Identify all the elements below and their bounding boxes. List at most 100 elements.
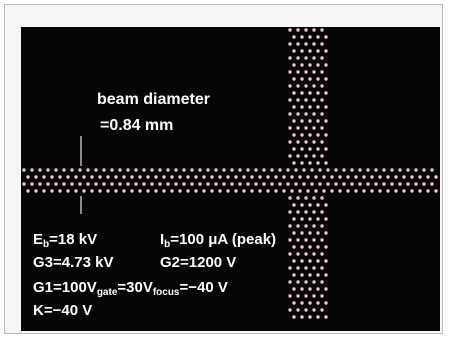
beam-dot	[296, 280, 299, 283]
beam-dot	[304, 294, 307, 297]
beam-dot	[58, 189, 61, 192]
beam-dot	[294, 168, 297, 171]
beam-dot	[210, 175, 213, 178]
beam-dot	[82, 175, 85, 178]
beam-dot	[370, 175, 373, 178]
beam-dot	[316, 49, 319, 52]
beam-dot	[304, 280, 307, 283]
beam-dot	[320, 154, 323, 157]
beam-dot	[304, 140, 307, 143]
beam-dot	[304, 112, 307, 115]
beam-dot	[304, 154, 307, 157]
beam-dot	[316, 259, 319, 262]
beam-dot	[406, 168, 409, 171]
beam-dot	[434, 175, 437, 178]
beam-dot	[46, 182, 49, 185]
beam-dot	[278, 182, 281, 185]
beam-dot	[324, 315, 327, 318]
beam-dot	[250, 175, 253, 178]
beam-dot	[316, 203, 319, 206]
beam-dot	[312, 210, 315, 213]
parameter: Ib=100 μA (peak)	[160, 232, 276, 250]
beam-dot	[198, 168, 201, 171]
beam-dot	[22, 168, 25, 171]
beam-dot	[298, 175, 301, 178]
beam-dot	[326, 168, 329, 171]
beam-dot	[378, 189, 381, 192]
beam-dot	[304, 210, 307, 213]
beam-dot	[386, 175, 389, 178]
beam-dot	[296, 56, 299, 59]
beam-dot	[162, 189, 165, 192]
beam-dot	[138, 189, 141, 192]
beam-dot	[106, 189, 109, 192]
beam-dot	[370, 189, 373, 192]
beam-dot	[58, 175, 61, 178]
beam-dot	[324, 35, 327, 38]
beam-dot	[194, 175, 197, 178]
beam-dot	[110, 168, 113, 171]
beam-dot	[334, 168, 337, 171]
beam-dot	[324, 301, 327, 304]
beam-dot	[378, 175, 381, 178]
beam-dot	[242, 189, 245, 192]
beam-dot	[304, 252, 307, 255]
beam-dot	[312, 238, 315, 241]
beam-dot	[312, 154, 315, 157]
beam-dot	[320, 70, 323, 73]
subscript: gate	[97, 287, 118, 298]
beam-dot	[288, 252, 291, 255]
beam-dot	[130, 189, 133, 192]
beam-dot	[312, 42, 315, 45]
beam-dot	[62, 168, 65, 171]
beam-dot	[246, 168, 249, 171]
beam-dot	[300, 259, 303, 262]
beam-dot	[26, 175, 29, 178]
beam-dot	[312, 28, 315, 31]
beam-dot	[304, 42, 307, 45]
beam-dot	[170, 189, 173, 192]
beam-dot	[304, 126, 307, 129]
beam-dot	[296, 70, 299, 73]
beam-dot	[292, 287, 295, 290]
beam-dot	[320, 28, 323, 31]
parameter-text: K=−40 V	[33, 302, 92, 319]
beam-dot	[162, 175, 165, 178]
beam-dot	[258, 175, 261, 178]
beam-dot	[292, 301, 295, 304]
beam-dot	[314, 175, 317, 178]
annotation-title: beam diameter	[97, 92, 210, 108]
beam-dot	[292, 203, 295, 206]
beam-dot	[362, 189, 365, 192]
beam-dot	[288, 98, 291, 101]
beam-dot	[126, 168, 129, 171]
beam-dot	[304, 224, 307, 227]
beam-dot	[30, 168, 33, 171]
beam-dot	[312, 252, 315, 255]
beam-dot	[316, 133, 319, 136]
beam-dot	[312, 140, 315, 143]
beam-dot	[186, 175, 189, 178]
beam-dot	[290, 175, 293, 178]
beam-dot	[290, 189, 293, 192]
beam-dot	[338, 189, 341, 192]
beam-dot	[320, 266, 323, 269]
beam-dot	[308, 161, 311, 164]
beam-dot	[86, 168, 89, 171]
beam-dot	[266, 189, 269, 192]
beam-dot	[358, 182, 361, 185]
parameter: G1=100Vgate=30Vfocus=−40 V	[33, 280, 228, 298]
beam-dot	[158, 168, 161, 171]
beam-dot	[292, 49, 295, 52]
beam-dot	[34, 189, 37, 192]
beam-dot	[330, 175, 333, 178]
parameter-text: G3=4.73 kV	[33, 254, 113, 271]
beam-dot	[312, 112, 315, 115]
beam-dot	[154, 189, 157, 192]
beam-dot	[300, 273, 303, 276]
beam-dot	[154, 175, 157, 178]
annotation-value: =0.84 mm	[100, 118, 173, 134]
beam-dot	[210, 189, 213, 192]
beam-dot	[306, 175, 309, 178]
beam-dot	[324, 287, 327, 290]
